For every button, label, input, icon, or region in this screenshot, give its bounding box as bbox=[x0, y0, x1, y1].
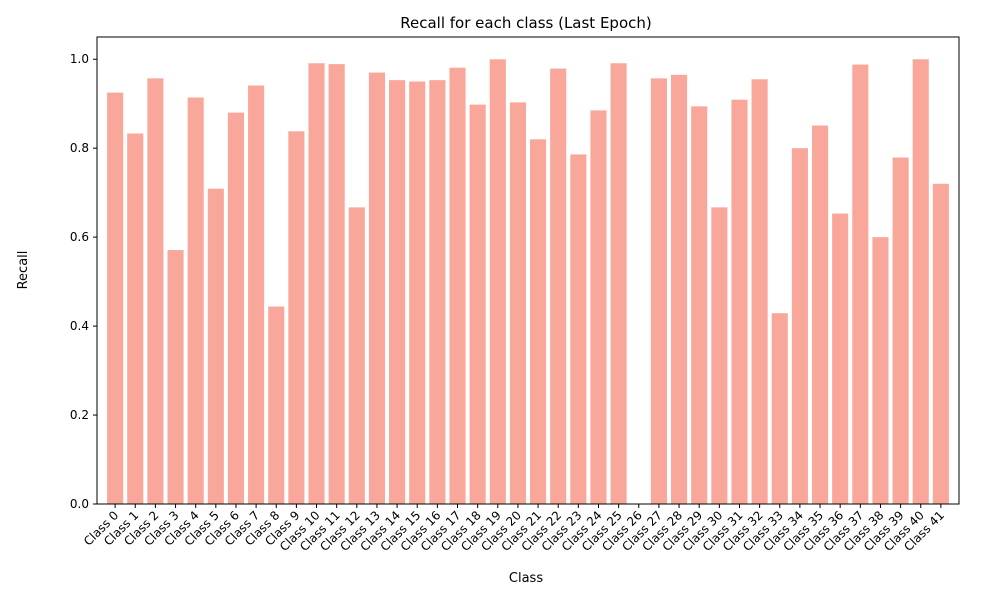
y-axis-ticks: 0.0 0.2 0.4 0.6 0.8 1.0 bbox=[70, 52, 97, 511]
bar-class-28 bbox=[671, 74, 688, 505]
y-tick-label: 0.4 bbox=[70, 319, 89, 333]
bar-class-11 bbox=[328, 64, 345, 504]
y-axis-title: Recall bbox=[16, 251, 31, 290]
bar-class-25 bbox=[610, 63, 627, 505]
bar-class-31 bbox=[731, 99, 748, 505]
bar-class-17 bbox=[449, 67, 466, 504]
bar-class-27 bbox=[650, 78, 667, 505]
bar-class-40 bbox=[912, 59, 929, 505]
bar-class-41 bbox=[932, 183, 949, 504]
bar-class-29 bbox=[691, 106, 708, 504]
bar-class-16 bbox=[429, 80, 446, 504]
bar-class-21 bbox=[530, 139, 547, 505]
y-tick-label: 0.0 bbox=[70, 497, 89, 511]
bar-class-39 bbox=[892, 157, 909, 504]
bar-class-0 bbox=[107, 92, 124, 504]
y-tick-label: 0.6 bbox=[70, 230, 89, 244]
bar-class-35 bbox=[811, 125, 829, 504]
bar-class-2 bbox=[147, 78, 164, 505]
bar-class-6 bbox=[227, 112, 245, 505]
bar-class-3 bbox=[167, 250, 184, 504]
y-tick-label: 1.0 bbox=[70, 52, 89, 66]
bar-class-8 bbox=[268, 306, 285, 504]
y-tick-label: 0.8 bbox=[70, 141, 89, 155]
bar-class-14 bbox=[389, 80, 406, 504]
bar-class-13 bbox=[368, 72, 385, 504]
bar-class-15 bbox=[409, 81, 426, 504]
bar-class-7 bbox=[248, 85, 265, 504]
y-tick-label: 0.2 bbox=[70, 408, 89, 422]
bar-class-37 bbox=[852, 64, 869, 504]
bar-class-36 bbox=[832, 213, 849, 504]
bar-class-23 bbox=[570, 154, 587, 505]
bars-group bbox=[107, 59, 949, 505]
bar-class-34 bbox=[791, 148, 808, 504]
plot-frame bbox=[96, 36, 960, 505]
bar-class-30 bbox=[711, 207, 728, 504]
bar-class-12 bbox=[348, 207, 365, 504]
bar-class-18 bbox=[469, 104, 486, 504]
bar-class-20 bbox=[509, 102, 526, 504]
bar-class-38 bbox=[872, 237, 889, 504]
bar-class-32 bbox=[751, 79, 768, 504]
bar-class-24 bbox=[590, 110, 607, 504]
x-axis-title: Class bbox=[509, 571, 543, 586]
bar-class-4 bbox=[187, 97, 204, 505]
bar-class-10 bbox=[308, 63, 325, 505]
bar-class-22 bbox=[550, 68, 567, 504]
bar-class-19 bbox=[489, 59, 506, 505]
chart-title: Recall for each class (Last Epoch) bbox=[400, 14, 652, 32]
bar-class-33 bbox=[771, 313, 788, 504]
bar-class-5 bbox=[207, 188, 224, 504]
bar-class-9 bbox=[288, 131, 305, 505]
bar-class-1 bbox=[127, 133, 144, 504]
